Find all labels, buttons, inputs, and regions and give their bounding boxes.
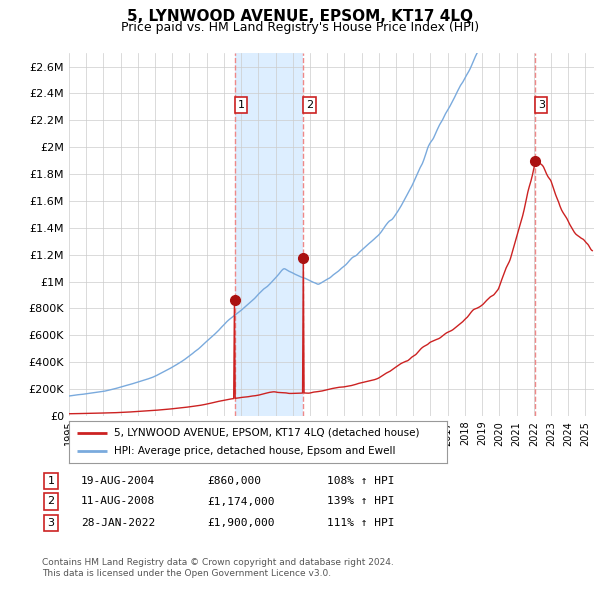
Text: 11-AUG-2008: 11-AUG-2008 [81,497,155,506]
Text: 1: 1 [47,476,55,486]
Text: HPI: Average price, detached house, Epsom and Ewell: HPI: Average price, detached house, Epso… [115,446,396,456]
Text: This data is licensed under the Open Government Licence v3.0.: This data is licensed under the Open Gov… [42,569,331,578]
Text: 111% ↑ HPI: 111% ↑ HPI [327,519,395,528]
Bar [235,53,303,416]
Text: Contains HM Land Registry data © Crown copyright and database right 2024.: Contains HM Land Registry data © Crown c… [42,558,394,566]
Text: Price paid vs. HM Land Registry's House Price Index (HPI): Price paid vs. HM Land Registry's House … [121,21,479,34]
Text: 28-JAN-2022: 28-JAN-2022 [81,519,155,528]
Text: 2: 2 [306,100,313,110]
Text: 139% ↑ HPI: 139% ↑ HPI [327,497,395,506]
Text: £860,000: £860,000 [207,476,261,486]
Text: £1,174,000: £1,174,000 [207,497,275,506]
Text: 3: 3 [538,100,545,110]
Text: 5, LYNWOOD AVENUE, EPSOM, KT17 4LQ (detached house): 5, LYNWOOD AVENUE, EPSOM, KT17 4LQ (deta… [115,428,420,438]
Text: 19-AUG-2004: 19-AUG-2004 [81,476,155,486]
Text: 3: 3 [47,519,55,528]
Text: £1,900,000: £1,900,000 [207,519,275,528]
Text: 108% ↑ HPI: 108% ↑ HPI [327,476,395,486]
Text: 1: 1 [238,100,244,110]
Text: 5, LYNWOOD AVENUE, EPSOM, KT17 4LQ: 5, LYNWOOD AVENUE, EPSOM, KT17 4LQ [127,9,473,24]
Text: 2: 2 [47,497,55,506]
